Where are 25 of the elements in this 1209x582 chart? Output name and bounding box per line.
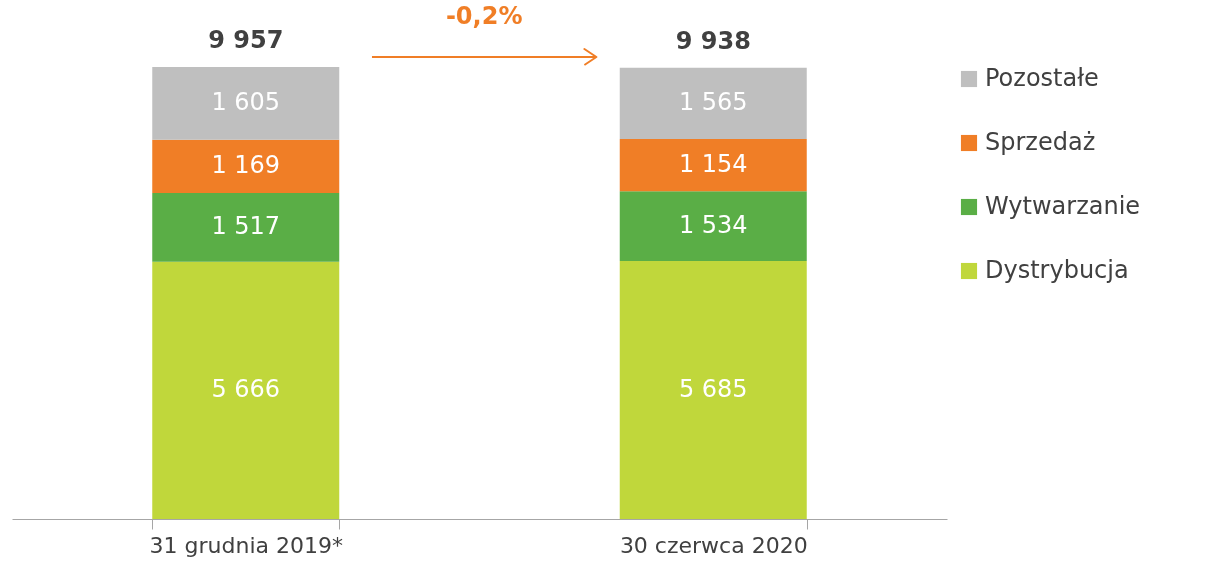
data-label: 5 685 bbox=[678, 374, 748, 403]
bar bbox=[619, 138, 807, 192]
total-label: 9 938 bbox=[675, 26, 751, 55]
data-label: 1 605 bbox=[211, 88, 281, 117]
data-label: 1 534 bbox=[678, 211, 748, 240]
bar bbox=[619, 260, 807, 519]
bar bbox=[152, 67, 340, 140]
data-label: 1 169 bbox=[211, 151, 281, 180]
data-label: 5 666 bbox=[211, 375, 281, 404]
text: -0,2% bbox=[445, 2, 523, 30]
data-label: 1 154 bbox=[678, 150, 748, 179]
bar bbox=[619, 67, 807, 139]
x-tick-label: 30 czerwca 2020 bbox=[619, 532, 808, 558]
legend-label: Dystrybucja bbox=[985, 256, 1129, 284]
legend-label: Pozostałe bbox=[985, 64, 1099, 92]
legend-label: Wytwarzanie bbox=[985, 192, 1141, 220]
total-label: 9 957 bbox=[208, 26, 284, 54]
data-label: 1 517 bbox=[211, 212, 281, 241]
x-tick-label: 31 grudnia 2019* bbox=[149, 532, 343, 558]
legend-label: Sprzedaż bbox=[985, 128, 1096, 156]
bar bbox=[152, 139, 340, 193]
data-label: 1 565 bbox=[678, 88, 748, 117]
bar bbox=[619, 191, 807, 261]
bar bbox=[152, 192, 340, 262]
bar bbox=[152, 261, 340, 519]
